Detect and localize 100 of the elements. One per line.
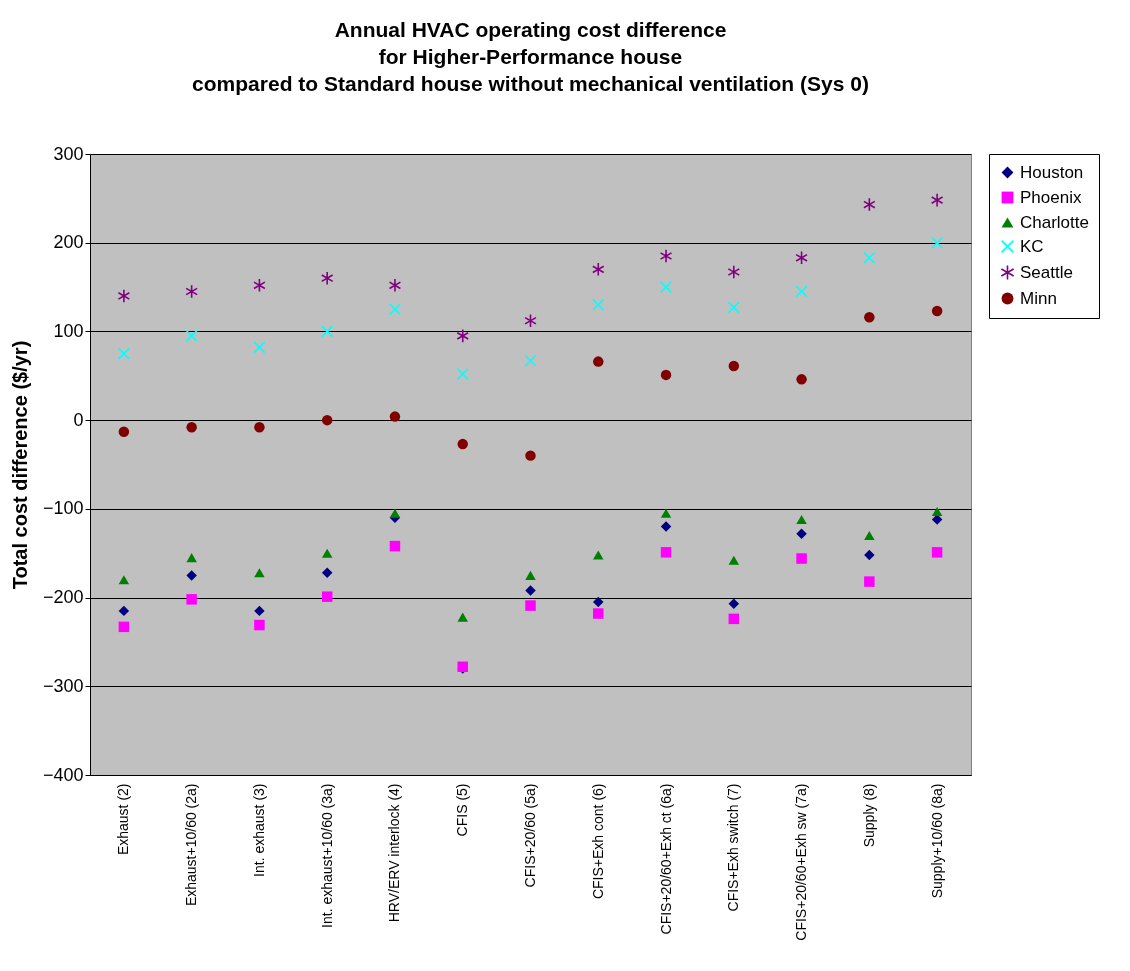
point (593, 608, 604, 619)
x-tick-label: HRV/ERV interlock (4) (386, 783, 403, 923)
point (186, 553, 197, 563)
legend-label: KC (1020, 236, 1044, 256)
point (931, 236, 944, 249)
point (253, 278, 266, 293)
point (117, 288, 131, 304)
y-tick-label: −100 (42, 498, 84, 519)
point (931, 506, 943, 517)
point (185, 284, 198, 299)
point (796, 528, 807, 539)
point (660, 508, 672, 518)
x-tick-label: Supply (8) (860, 783, 877, 848)
point (795, 250, 808, 265)
x-tick-label: CFIS+20/60+Exh ct (6a) (657, 783, 674, 935)
point (864, 549, 875, 561)
point (321, 325, 334, 338)
point (796, 514, 807, 525)
x-tick-label: Int. exhaust+10/60 (3a) (318, 783, 335, 928)
point (253, 341, 266, 354)
point (728, 613, 740, 625)
point (728, 555, 740, 565)
point (795, 285, 808, 298)
point (456, 367, 469, 381)
point (389, 540, 401, 552)
point (389, 508, 401, 518)
point (525, 585, 536, 596)
legend-label: Minn (1020, 288, 1057, 308)
point (321, 548, 333, 558)
point (660, 369, 672, 381)
y-tick-label: −200 (42, 587, 84, 608)
point (660, 521, 672, 532)
point (728, 360, 740, 372)
point (456, 328, 469, 343)
point (320, 271, 334, 286)
x-tick-label: CFIS+20/60 (5a) (522, 783, 538, 888)
point (457, 612, 468, 622)
y-tick-label: −400 (42, 764, 84, 785)
point (254, 619, 265, 631)
x-tick-label: CFIS+Exh switch (7) (725, 783, 742, 912)
x-tick-label: Int. exhaust (3) (250, 783, 267, 877)
point (592, 298, 605, 311)
point (118, 605, 130, 617)
point (525, 450, 536, 461)
legend-label: Charlotte (1020, 212, 1089, 232)
point (118, 426, 130, 437)
point (728, 598, 740, 610)
point (525, 600, 536, 611)
y-tick-label: −300 (42, 675, 84, 696)
y-tick-label: 200 (53, 232, 84, 253)
point (727, 264, 741, 280)
point (254, 422, 265, 433)
point (186, 422, 197, 433)
text: for Higher-Performance house (378, 45, 683, 68)
point (796, 553, 807, 564)
legend-label: Houston (1020, 162, 1084, 182)
x-tick-label: Supply+10/60 (8a) (928, 783, 945, 899)
text: compared to Standard house without mechanical ventilation (Sys 0) (192, 72, 869, 95)
point (931, 547, 943, 558)
point (931, 305, 943, 317)
x-tick-label: Exhaust+10/60 (2a) (183, 783, 200, 907)
point (864, 312, 875, 323)
point (117, 347, 130, 360)
y-tick-label: 0 (73, 409, 84, 430)
point (321, 567, 333, 578)
point (593, 596, 604, 608)
y-axis-title: Total cost difference ($/yr) (8, 340, 31, 590)
point (593, 356, 604, 367)
point (524, 354, 537, 367)
point (592, 262, 605, 277)
point (186, 594, 197, 605)
point (864, 576, 875, 587)
point (254, 568, 265, 578)
point (930, 193, 944, 208)
point (659, 281, 673, 294)
x-tick-label: CFIS+20/60+Exh sw (7a) (793, 783, 810, 941)
point (388, 278, 402, 293)
point (863, 197, 876, 212)
y-tick-label: 300 (53, 143, 84, 164)
point (321, 414, 333, 426)
point (254, 605, 265, 617)
point (660, 547, 672, 558)
point (863, 251, 876, 264)
text: Annual HVAC operating cost difference (334, 18, 727, 41)
point (727, 301, 740, 314)
point (185, 329, 198, 342)
point (118, 621, 130, 633)
x-tick-label: Exhaust (2) (115, 783, 132, 856)
point (389, 411, 401, 422)
legend-label: Seattle (1020, 262, 1073, 282)
point (864, 530, 875, 541)
point (321, 591, 333, 602)
x-tick-label: CFIS (5) (454, 783, 471, 837)
point (796, 374, 807, 385)
y-tick-label: 100 (53, 320, 84, 341)
point (524, 313, 537, 328)
point (593, 550, 604, 560)
point (186, 570, 197, 581)
x-tick-label: CFIS+Exh cont (6) (589, 783, 606, 900)
legend-label: Phoenix (1020, 187, 1082, 207)
